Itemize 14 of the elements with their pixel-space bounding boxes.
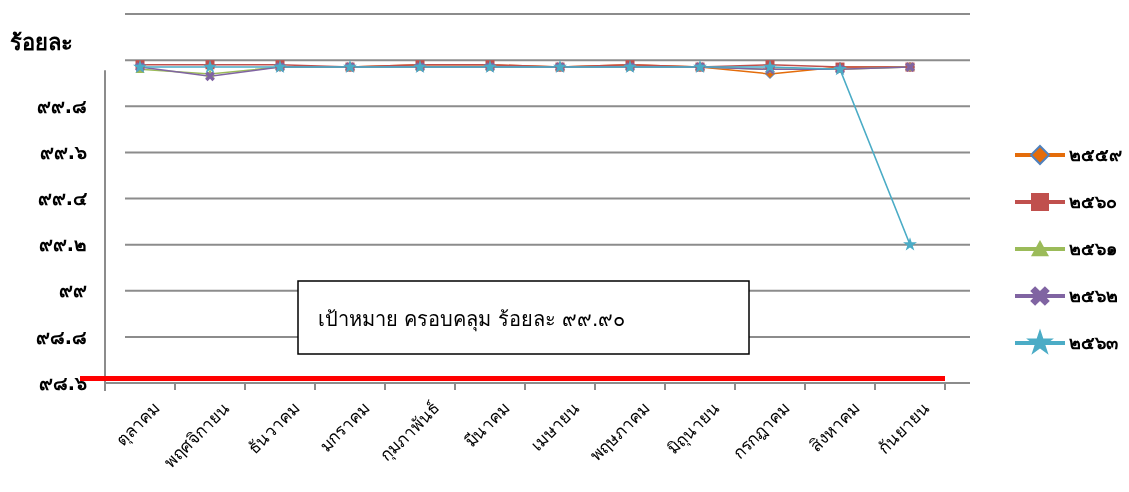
legend-label: ๒๕๕๙: [1069, 144, 1122, 166]
y-tick-label: ๙๘.๘: [35, 325, 87, 348]
y-tick-label: ๙๙: [59, 279, 87, 302]
y-tick-label: ๙๘.๖: [38, 371, 87, 394]
legend-label: ๒๕๖๑: [1069, 238, 1117, 260]
y-tick-label: ๙๙.๒: [38, 233, 87, 256]
annotation: เป้าหมาย ครอบคลุม ร้อยละ ๙๙.๙๐: [318, 307, 626, 332]
y-tick-label: ๙๙.๔: [37, 187, 87, 210]
y-tick-label: ๙๙.๖: [39, 141, 87, 164]
y-tick-label: ๙๙.๘: [36, 94, 87, 117]
legend-label: ๒๕๖๐: [1069, 191, 1117, 213]
legend-label: ๒๕๖๒: [1069, 285, 1118, 307]
y-axis-title: ร้อยละ: [10, 30, 73, 55]
legend-label: ๒๕๖๓: [1069, 332, 1118, 354]
